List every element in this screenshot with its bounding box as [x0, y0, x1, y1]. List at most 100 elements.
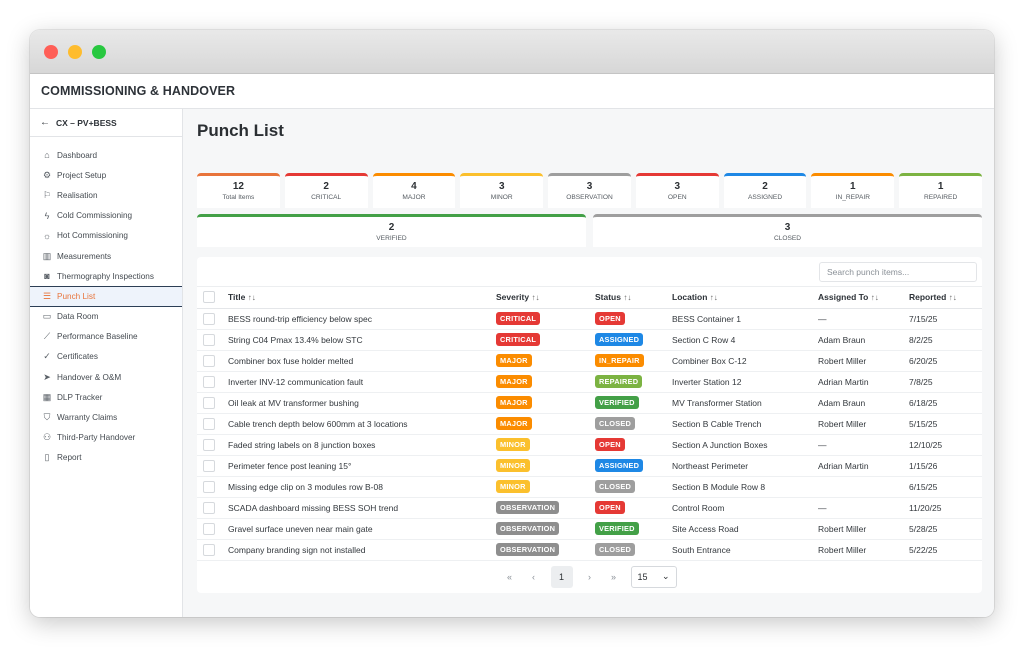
sidebar-item-cold-commissioning[interactable]: ϟ Cold Commissioning: [30, 206, 182, 226]
sidebar-item-label: Certificates: [57, 352, 98, 362]
table-row[interactable]: Faded string labels on 8 junction boxes M…: [197, 434, 982, 456]
summary-card-closed[interactable]: 3 CLOSED: [593, 214, 982, 247]
table-row[interactable]: Company branding sign not installed OBSER…: [197, 539, 982, 561]
card-count: 2: [762, 181, 768, 192]
row-checkbox[interactable]: [203, 543, 215, 556]
card-count: 2: [323, 181, 329, 192]
prev-page-button[interactable]: ‹: [532, 571, 535, 582]
sidebar-item-hot-commissioning[interactable]: ☼ Hot Commissioning: [30, 226, 182, 246]
page-1-button[interactable]: 1: [550, 565, 573, 588]
row-checkbox[interactable]: [203, 438, 215, 451]
row-checkbox[interactable]: [203, 396, 215, 409]
arrow-left-icon: ←: [40, 117, 50, 128]
row-title: Gravel surface uneven near main gate: [228, 518, 496, 540]
sidebar-item-project-setup[interactable]: ⚙ Project Setup: [30, 165, 182, 185]
severity-badge: MAJOR: [496, 396, 532, 409]
calendar-icon: ▦: [42, 391, 52, 402]
row-reported-date: 5/15/25: [909, 413, 982, 435]
status-badge: CLOSED: [595, 417, 635, 430]
row-assigned-to: —: [818, 497, 909, 519]
sidebar-item-realisation[interactable]: ⚐ Realisation: [30, 185, 182, 205]
shield-icon: ⛉: [43, 412, 51, 423]
summary-card-assigned[interactable]: 2 ASSIGNED: [723, 173, 807, 208]
summary-card-verified[interactable]: 2 VERIFIED: [197, 214, 586, 247]
first-page-button[interactable]: «: [506, 571, 512, 582]
table-row[interactable]: Missing edge clip on 3 modules row B-08 M…: [197, 476, 982, 498]
row-checkbox[interactable]: [203, 312, 215, 325]
last-page-button[interactable]: »: [610, 571, 616, 582]
summary-card-in-repair[interactable]: 1 IN_REPAIR: [811, 173, 895, 208]
row-reported-date: 8/2/25: [909, 329, 982, 351]
col-severity-header[interactable]: Severity ↑↓: [496, 287, 595, 309]
card-label: REPAIRED: [923, 194, 958, 201]
card-count: 3: [784, 222, 791, 233]
table-row[interactable]: BESS round-trip efficiency below spec CRI…: [197, 308, 982, 330]
sidebar-item-handover-o-m[interactable]: ➤ Handover & O&M: [30, 367, 182, 387]
project-back-link[interactable]: ← CX – PV+BESS: [30, 109, 182, 137]
row-checkbox[interactable]: [203, 522, 215, 535]
status-badge: VERIFIED: [595, 522, 639, 535]
col-status-header[interactable]: Status ↑↓: [595, 287, 672, 309]
summary-card-minor[interactable]: 3 MINOR: [460, 173, 544, 208]
row-reported-date: 7/8/25: [909, 371, 982, 393]
next-page-button[interactable]: ›: [588, 571, 591, 582]
col-assigned-header[interactable]: Assigned To ↑↓: [818, 287, 909, 309]
sidebar-item-measurements[interactable]: ▥ Measurements: [30, 246, 182, 266]
summary-card-open[interactable]: 3 OPEN: [635, 173, 719, 208]
table-row[interactable]: Gravel surface uneven near main gate OBSE…: [197, 518, 982, 540]
close-window-button[interactable]: [44, 45, 58, 59]
sidebar-item-warranty-claims[interactable]: ⛉ Warranty Claims: [30, 407, 182, 427]
severity-badge: CRITICAL: [496, 333, 541, 346]
card-label: CRITICAL: [311, 194, 342, 201]
summary-card-critical[interactable]: 2 CRITICAL: [284, 173, 368, 208]
row-location: Northeast Perimeter: [672, 455, 818, 477]
page-size-select[interactable]: 15 ⌄: [630, 565, 677, 588]
status-badge: OPEN: [595, 438, 625, 451]
row-reported-date: 5/28/25: [909, 518, 982, 540]
row-assigned-to: —: [818, 434, 909, 456]
summary-card-repaired[interactable]: 1 REPAIRED: [899, 173, 982, 208]
summary-card-total-items[interactable]: 12 Total Items: [197, 173, 280, 208]
sidebar-item-dlp-tracker[interactable]: ▦ DLP Tracker: [30, 387, 182, 407]
sidebar-item-thermography-inspections[interactable]: ◙ Thermography Inspections: [30, 266, 182, 286]
sidebar-item-certificates[interactable]: ✓ Certificates: [30, 347, 182, 367]
sidebar-item-data-room[interactable]: ▭ Data Room: [30, 307, 182, 327]
col-location-header[interactable]: Location ↑↓: [672, 287, 818, 309]
table-row[interactable]: String C04 Pmax 13.4% below STC CRITICAL A…: [197, 329, 982, 351]
sidebar-item-third-party-handover[interactable]: ⚇ Third-Party Handover: [30, 428, 182, 448]
row-checkbox[interactable]: [203, 459, 215, 472]
table-row[interactable]: SCADA dashboard missing BESS SOH trend OB…: [197, 497, 982, 519]
sidebar-item-report[interactable]: ▯ Report: [30, 448, 182, 468]
col-title-header[interactable]: Title ↑↓: [228, 287, 496, 309]
table-row[interactable]: Oil leak at MV transformer bushing MAJOR V…: [197, 392, 982, 414]
row-checkbox[interactable]: [203, 375, 215, 388]
row-checkbox[interactable]: [203, 501, 215, 514]
minimize-window-button[interactable]: [68, 45, 82, 59]
gear-icon: ⚙: [42, 169, 52, 180]
summary-card-observation[interactable]: 3 OBSERVATION: [548, 173, 631, 208]
select-all-checkbox[interactable]: [203, 291, 215, 304]
row-checkbox[interactable]: [203, 417, 215, 430]
table-row[interactable]: Inverter INV-12 communication fault MAJOR…: [197, 371, 982, 393]
card-count: 3: [586, 181, 593, 192]
sidebar-nav: ⌂ Dashboard ⚙ Project Setup ⚐ Realisation ϟ Col…: [30, 145, 182, 468]
row-reported-date: 6/15/25: [909, 476, 982, 498]
sidebar-item-punch-list[interactable]: ☰ Punch List: [30, 286, 182, 307]
row-checkbox[interactable]: [203, 480, 215, 493]
maximize-window-button[interactable]: [92, 45, 106, 59]
search-input[interactable]: [819, 261, 977, 282]
row-assigned-to: Robert Miller: [818, 350, 909, 372]
card-count: 1: [937, 181, 944, 192]
table-row[interactable]: Combiner box fuse holder melted MAJOR IN_R…: [197, 350, 982, 372]
sidebar-item-label: Data Room: [57, 312, 99, 322]
sidebar-item-dashboard[interactable]: ⌂ Dashboard: [30, 145, 182, 165]
row-checkbox[interactable]: [203, 354, 215, 367]
card-count: 3: [498, 181, 505, 192]
row-reported-date: 5/22/25: [909, 539, 982, 561]
row-checkbox[interactable]: [203, 333, 215, 346]
sidebar-item-performance-baseline[interactable]: ⟋ Performance Baseline: [30, 327, 182, 347]
table-row[interactable]: Perimeter fence post leaning 15° MINOR ASS…: [197, 455, 982, 477]
table-row[interactable]: Cable trench depth below 600mm at 3 loca…: [197, 413, 982, 435]
summary-card-major[interactable]: 4 MAJOR: [372, 173, 456, 208]
col-reported-header[interactable]: Reported ↑↓: [909, 287, 982, 309]
